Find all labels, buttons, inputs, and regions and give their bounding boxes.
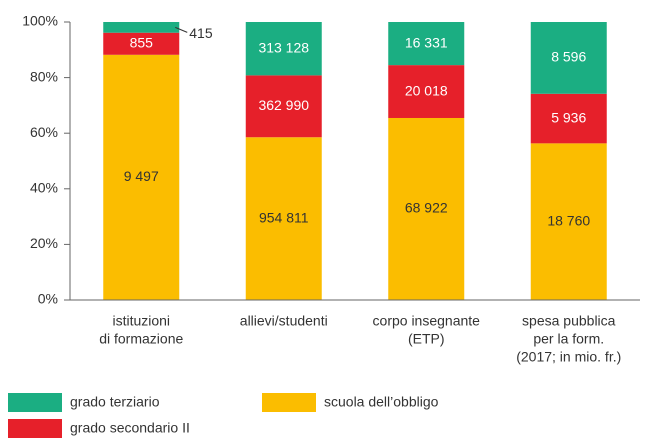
data-label: 313 128 xyxy=(258,39,309,55)
x-tick-label: (ETP) xyxy=(408,331,445,347)
x-tick-label: spesa pubblica xyxy=(522,313,616,329)
y-tick-label: 60% xyxy=(30,124,58,140)
legend-swatch xyxy=(262,393,316,412)
bar-segment xyxy=(245,22,322,76)
bar-segment xyxy=(388,65,465,118)
data-label: 18 760 xyxy=(547,212,590,228)
legend-label: scuola dell’obbligo xyxy=(324,394,439,410)
data-label: 5 936 xyxy=(551,109,586,125)
data-label: 954 811 xyxy=(259,209,309,225)
bar-segment xyxy=(245,137,322,300)
x-tick-label: per la form. xyxy=(533,331,604,347)
bar-segment xyxy=(103,32,180,55)
bar-segment xyxy=(103,54,180,300)
label-leader xyxy=(175,26,188,33)
y-tick-label: 80% xyxy=(30,68,58,84)
data-label: 8 596 xyxy=(551,49,586,65)
legend-label: grado terziario xyxy=(70,394,160,410)
y-tick-label: 40% xyxy=(30,180,58,196)
x-tick-label: (2017; in mio. fr.) xyxy=(516,349,621,365)
data-label: 16 331 xyxy=(405,34,448,50)
x-tick-label: allievi/studenti xyxy=(240,313,328,329)
bar-segment xyxy=(530,143,607,300)
data-label: 68 922 xyxy=(405,200,448,216)
legend-label: grado secondario II xyxy=(70,420,190,436)
data-label: 9 497 xyxy=(124,168,159,184)
legend-swatch xyxy=(8,419,62,438)
x-tick-label: di formazione xyxy=(99,331,183,347)
bar-segment xyxy=(388,117,465,300)
bar-segment xyxy=(530,22,607,94)
data-label: 415 xyxy=(189,25,213,41)
legend-swatch xyxy=(8,393,62,412)
x-tick-label: istituzioni xyxy=(112,313,170,329)
data-label: 20 018 xyxy=(405,82,448,98)
bar-segment xyxy=(388,22,465,66)
y-tick-label: 100% xyxy=(22,13,58,29)
data-label: 855 xyxy=(130,34,154,50)
bar-segment xyxy=(530,93,607,144)
y-tick-label: 20% xyxy=(30,235,58,251)
bar-segment xyxy=(245,75,322,138)
x-tick-label: corpo insegnante xyxy=(373,313,481,329)
bar-segment xyxy=(103,22,180,33)
data-label: 362 990 xyxy=(258,97,309,113)
y-tick-label: 0% xyxy=(38,291,58,307)
